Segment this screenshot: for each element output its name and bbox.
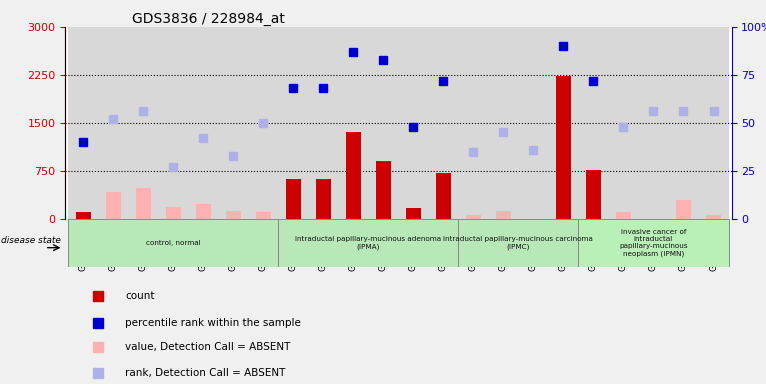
Bar bbox=[436, 173, 451, 219]
Bar bbox=[218, 27, 248, 219]
Bar bbox=[188, 27, 218, 219]
Bar bbox=[316, 179, 331, 219]
Bar bbox=[286, 179, 301, 219]
Text: count: count bbox=[125, 291, 155, 301]
Bar bbox=[706, 215, 721, 219]
Text: GDS3836 / 228984_at: GDS3836 / 228984_at bbox=[132, 12, 285, 26]
Bar bbox=[68, 219, 278, 267]
Bar bbox=[98, 27, 128, 219]
Bar bbox=[466, 215, 481, 219]
Bar bbox=[616, 212, 631, 219]
Text: disease state: disease state bbox=[2, 236, 61, 245]
Text: control, normal: control, normal bbox=[146, 240, 201, 246]
Bar bbox=[489, 27, 519, 219]
Bar bbox=[128, 27, 158, 219]
Bar bbox=[165, 207, 181, 219]
Text: value, Detection Call = ABSENT: value, Detection Call = ABSENT bbox=[125, 343, 290, 353]
Bar bbox=[458, 219, 578, 267]
Bar bbox=[556, 76, 571, 219]
Bar bbox=[428, 27, 458, 219]
Bar bbox=[406, 208, 421, 219]
Bar bbox=[106, 192, 120, 219]
Bar bbox=[676, 200, 691, 219]
Bar bbox=[226, 211, 241, 219]
Bar bbox=[345, 132, 361, 219]
Bar bbox=[699, 27, 728, 219]
Bar bbox=[195, 204, 211, 219]
Bar bbox=[308, 27, 339, 219]
Bar bbox=[368, 27, 398, 219]
Text: intraductal papillary-mucinous adenoma
(IPMA): intraductal papillary-mucinous adenoma (… bbox=[295, 236, 441, 250]
Bar bbox=[608, 27, 639, 219]
Bar bbox=[496, 211, 511, 219]
Text: rank, Detection Call = ABSENT: rank, Detection Call = ABSENT bbox=[125, 368, 286, 378]
Bar bbox=[76, 212, 90, 219]
Bar bbox=[398, 27, 428, 219]
Bar bbox=[248, 27, 278, 219]
Bar bbox=[376, 161, 391, 219]
Bar bbox=[68, 27, 98, 219]
Bar bbox=[256, 212, 270, 219]
Bar bbox=[278, 219, 458, 267]
Bar bbox=[136, 188, 151, 219]
Bar bbox=[669, 27, 699, 219]
Bar bbox=[158, 27, 188, 219]
Bar bbox=[278, 27, 308, 219]
Text: invasive cancer of
intraductal
papillary-mucinous
neoplasm (IPMN): invasive cancer of intraductal papillary… bbox=[619, 229, 688, 257]
Bar bbox=[586, 170, 601, 219]
Bar bbox=[519, 27, 548, 219]
Bar bbox=[458, 27, 489, 219]
Text: intraductal papillary-mucinous carcinoma
(IPMC): intraductal papillary-mucinous carcinoma… bbox=[444, 236, 594, 250]
Bar bbox=[339, 27, 368, 219]
Bar bbox=[578, 219, 728, 267]
Bar bbox=[578, 27, 608, 219]
Text: percentile rank within the sample: percentile rank within the sample bbox=[125, 318, 301, 328]
Bar bbox=[548, 27, 578, 219]
Bar bbox=[639, 27, 669, 219]
